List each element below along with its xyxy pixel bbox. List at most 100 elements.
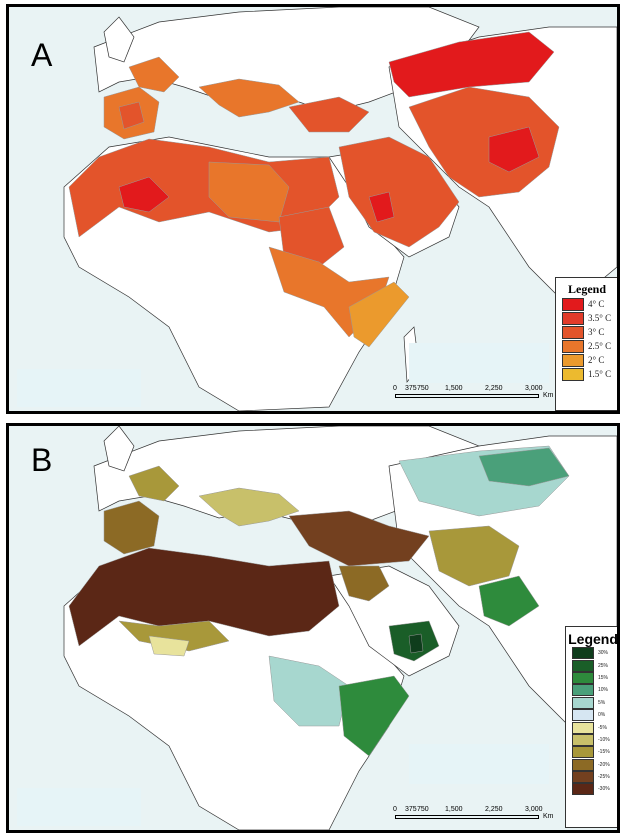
zone-iran-central-asia (408, 86, 560, 198)
panel-letter: A (31, 37, 53, 73)
map-panel-a: A Legend 4° C 3.5° C 3° C 2.5° C 2° C 1.5° C … (6, 4, 620, 414)
zone-arabia (338, 136, 460, 248)
indian-ocean-patch (409, 343, 549, 383)
scale-line (395, 394, 539, 398)
britain-land (103, 16, 135, 63)
zone-sahara-core (118, 176, 170, 213)
legend-swatch (572, 709, 594, 722)
legend-swatch (562, 367, 584, 381)
precipitation-map (17, 426, 617, 830)
legend-label: 2° C (588, 355, 605, 365)
scale-tick-label: 3,000 (525, 806, 543, 813)
zone-north-africa (68, 547, 340, 647)
scale-tick-label: 375 (405, 385, 417, 392)
zone-pakistan (478, 575, 540, 627)
legend-item: 25% (572, 659, 617, 672)
legend-swatch (562, 339, 584, 353)
legend-swatch (572, 647, 594, 660)
legend-item: 3.5° C (562, 311, 617, 325)
legend-swatch (572, 721, 594, 734)
legend-swatch (562, 353, 584, 367)
zone-yemen-core (408, 633, 424, 654)
zone-sahel-light (148, 635, 190, 657)
legend-item: 3° C (562, 325, 617, 339)
legend-item: 2° C (562, 353, 617, 367)
scale-tick-label: 2,250 (485, 806, 503, 813)
scale-bar: 0 375 750 1,500 2,250 3,000 Km (393, 806, 554, 826)
zone-turkey-iran (288, 510, 430, 567)
legend-item: -30% (572, 783, 617, 796)
zone-kazakhstan-wet (478, 447, 570, 487)
zone-egypt-libya (208, 161, 290, 223)
legend-item: 15% (572, 671, 617, 684)
zone-sahel (118, 620, 230, 652)
legend-item: 30% (572, 647, 617, 660)
zone-france (128, 465, 180, 502)
legend-rows: 30% 25% 15% 10% 5% 0% -5% -10% -15% -20% -25% -30% (566, 647, 617, 796)
legend-item: -25% (572, 771, 617, 784)
legend-label: 30% (598, 650, 609, 657)
scale-tick-label: 750 (417, 806, 429, 813)
ocean-patches (17, 343, 549, 407)
legend-item: -15% (572, 746, 617, 759)
zone-pakistan-core (488, 126, 540, 173)
legend-swatch (572, 733, 594, 746)
legend-item: -5% (572, 721, 617, 734)
zone-italy-balkans (198, 487, 300, 527)
zone-turkey (288, 96, 370, 133)
scale-tick-label: 0 (393, 806, 397, 813)
scale-tick-label: 3,000 (525, 385, 543, 392)
legend-label: 0% (598, 712, 606, 719)
zone-somalia (338, 675, 410, 757)
legend-title: Legend (567, 282, 606, 296)
map-panel-b: B Legend 30% 25% 15% 10% 5% 0% -5% -10% -15% -20%… (6, 423, 620, 833)
zone-iran-east (428, 525, 520, 587)
britain-land (103, 426, 135, 472)
scale-bar: 0 375 750 1,500 2,250 3,000 Km (393, 385, 554, 405)
temperature-zones (68, 31, 560, 348)
legend-swatch (572, 746, 594, 759)
scale-tick-label: 1,500 (445, 385, 463, 392)
zone-kazakhstan (388, 31, 555, 98)
legend-label: -15% (598, 749, 610, 756)
legend-swatch (572, 696, 594, 709)
scale-line (395, 815, 539, 819)
legend-label: -25% (598, 774, 610, 781)
legend-swatch (572, 783, 594, 796)
legend-label: 2.5° C (588, 341, 612, 351)
legend-item: 2.5° C (562, 339, 617, 353)
legend-swatch (572, 758, 594, 771)
temperature-legend: Legend 4° C 3.5° C 3° C 2.5° C 2° C 1.5° C (555, 277, 617, 411)
legend-label: -20% (598, 761, 610, 768)
temperature-map (17, 7, 617, 411)
legend-label: -30% (598, 786, 610, 793)
precipitation-legend: Legend 30% 25% 15% 10% 5% 0% -5% -10% -15% -20% -2… (565, 626, 617, 828)
legend-item: -10% (572, 733, 617, 746)
zone-arabia-core (368, 191, 395, 223)
legend-label: 5% (598, 699, 606, 706)
legend-label: 25% (598, 662, 609, 669)
zone-france (128, 56, 180, 93)
legend-label: -5% (598, 724, 607, 731)
legend-label: 10% (598, 687, 609, 694)
legend-swatch (562, 311, 584, 325)
scale-tick-label: 375 (405, 806, 417, 813)
ocean-patches (17, 744, 549, 826)
legend-item: 5% (572, 696, 617, 709)
zone-iberia-core (118, 101, 145, 130)
legend-swatch (562, 297, 584, 311)
legend-item: 0% (572, 709, 617, 722)
scale-tick-label: 0 (393, 385, 397, 392)
atlantic-patch (17, 788, 141, 826)
indian-ocean-patch (409, 744, 549, 784)
legend-swatch (572, 671, 594, 684)
scale-tick-label: 2,250 (485, 385, 503, 392)
zone-iberia (103, 500, 160, 555)
legend-rows: 4° C 3.5° C 3° C 2.5° C 2° C 1.5° C (556, 297, 617, 381)
legend-item: 1.5° C (562, 367, 617, 381)
zone-somalia (348, 281, 410, 348)
scale-unit: Km (543, 813, 554, 820)
legend-label: 15% (598, 674, 609, 681)
legend-item: 10% (572, 684, 617, 697)
legend-label: -10% (598, 736, 610, 743)
